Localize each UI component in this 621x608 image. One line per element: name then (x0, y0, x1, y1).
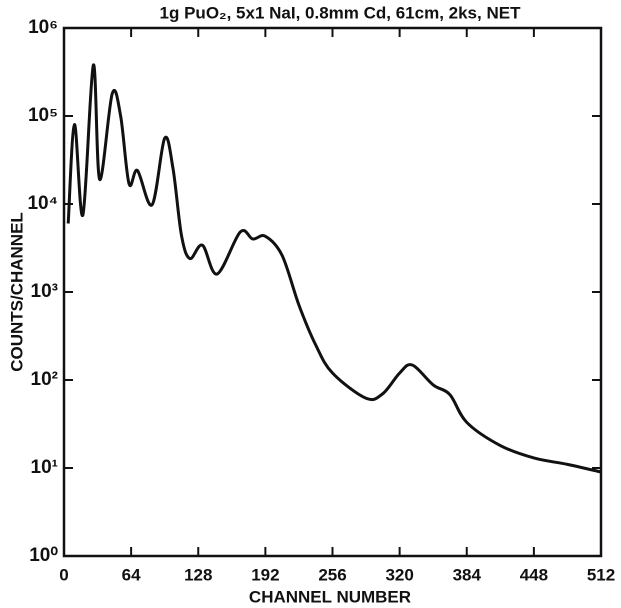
x-tick-label: 448 (520, 565, 548, 584)
plot-frame (62, 26, 603, 558)
y-tick-label: 10⁵ (28, 105, 58, 126)
y-tick-label: 10⁴ (27, 193, 58, 214)
x-tick-label: 512 (587, 565, 615, 584)
x-tick-label: 64 (122, 565, 141, 584)
x-tick-label: 256 (318, 565, 346, 584)
y-tick-label: 10⁶ (28, 17, 58, 38)
chart-title: 1g PuO₂, 5x1 NaI, 0.8mm Cd, 61cm, 2ks, N… (160, 3, 522, 22)
x-tick-label: 0 (59, 565, 68, 584)
x-tick-label: 384 (453, 565, 482, 584)
y-tick-label: 10¹ (31, 457, 58, 478)
x-tick-label: 128 (184, 565, 212, 584)
y-tick-label: 10² (31, 369, 58, 390)
x-tick-label: 192 (251, 565, 279, 584)
x-tick-label: 320 (385, 565, 413, 584)
x-axis-label: CHANNEL NUMBER (249, 587, 411, 606)
y-tick-label: 10³ (31, 281, 58, 302)
y-tick-label: 10⁰ (29, 545, 58, 566)
spectrum-line (66, 63, 602, 474)
y-axis-label: COUNTS/CHANNEL (7, 212, 26, 372)
